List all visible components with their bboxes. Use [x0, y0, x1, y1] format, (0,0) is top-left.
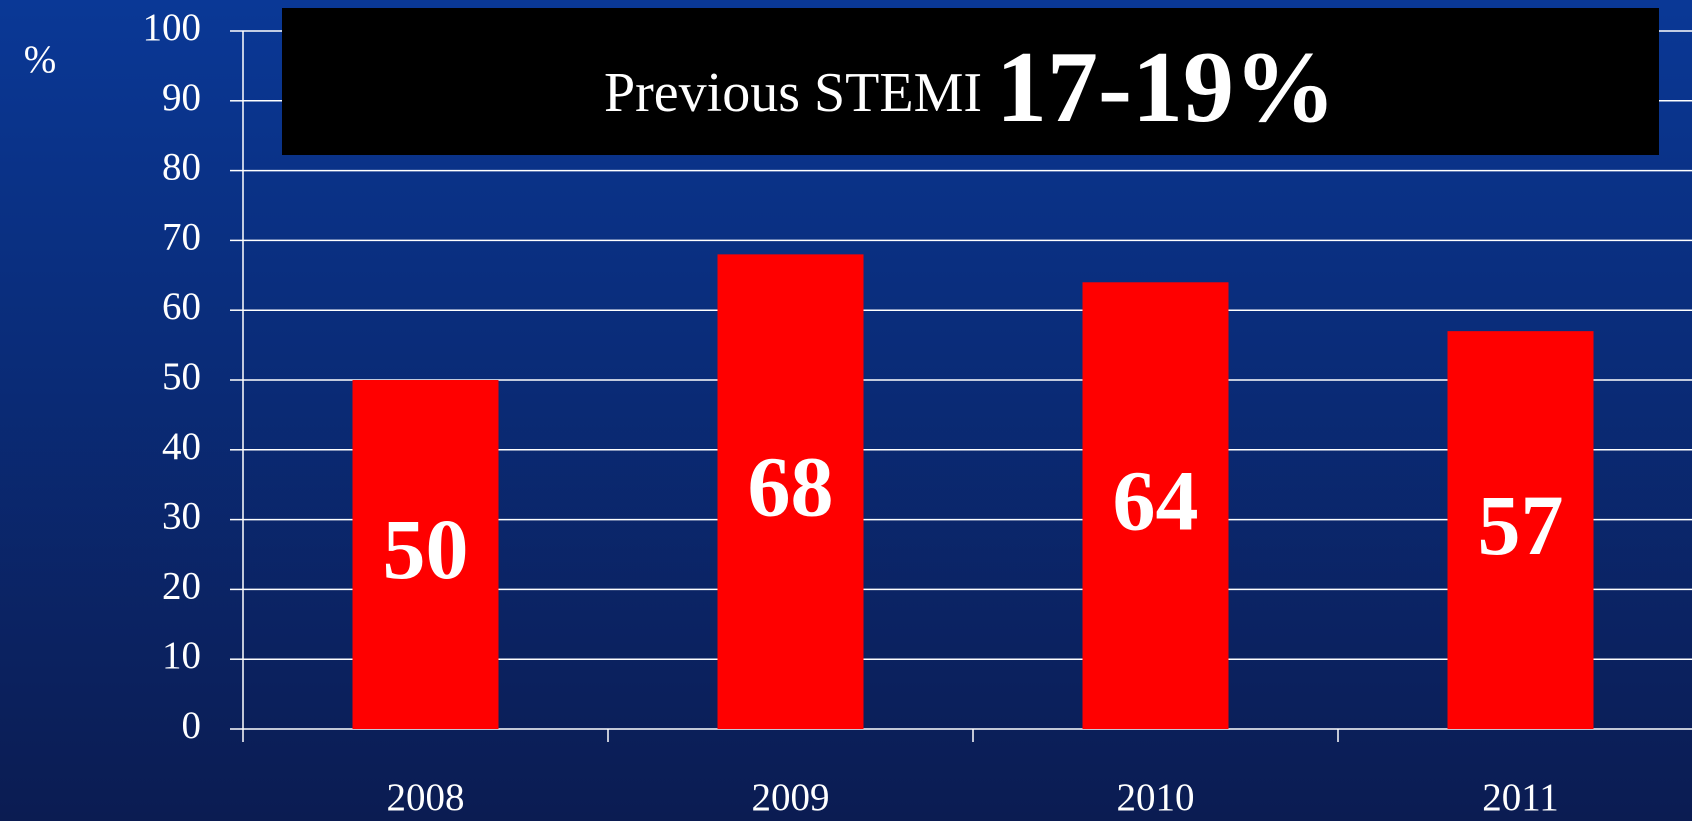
grid: 0 10 20 30 40 50 60 70 80 90 100 2008 2009 2010 2011: [143, 6, 1692, 819]
title-highlight: 17-19%: [996, 31, 1336, 144]
y-axis-label: %: [24, 38, 57, 81]
y-tick-label: 0: [182, 704, 202, 747]
chart-title: Previous STEMI 17-19%: [604, 31, 1336, 144]
y-tick-label: 50: [162, 355, 201, 398]
y-tick-label: 10: [162, 634, 201, 677]
y-tick-label: 20: [162, 564, 201, 607]
data-label: 64: [1113, 452, 1199, 548]
bar: [1447, 331, 1594, 729]
y-tick-label: 60: [162, 285, 201, 328]
title-text: Previous STEMI: [604, 62, 982, 124]
bars: 50 68 64 57: [352, 254, 1594, 730]
title-box: [282, 8, 1659, 155]
y-tick-label: 100: [143, 6, 202, 49]
data-label: 50: [383, 501, 469, 597]
bar: [352, 380, 499, 729]
data-label: 57: [1478, 477, 1564, 573]
y-tick-label: 30: [162, 495, 201, 538]
x-tick-label: 2010: [1117, 776, 1195, 819]
y-tick-label: 70: [162, 215, 201, 258]
data-label: 68: [748, 438, 834, 534]
y-tick-label: 40: [162, 425, 201, 468]
y-tick-label: 80: [162, 146, 201, 189]
x-tick-label: 2008: [387, 776, 465, 819]
bar: [1082, 282, 1229, 729]
x-tick-label: 2009: [752, 776, 830, 819]
bar: [717, 254, 864, 730]
x-tick-label: 2011: [1482, 776, 1559, 819]
y-tick-label: 90: [162, 76, 201, 119]
